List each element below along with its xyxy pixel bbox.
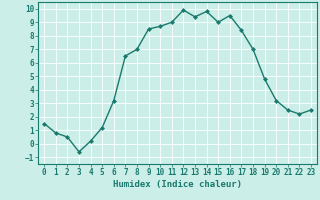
X-axis label: Humidex (Indice chaleur): Humidex (Indice chaleur) xyxy=(113,180,242,189)
